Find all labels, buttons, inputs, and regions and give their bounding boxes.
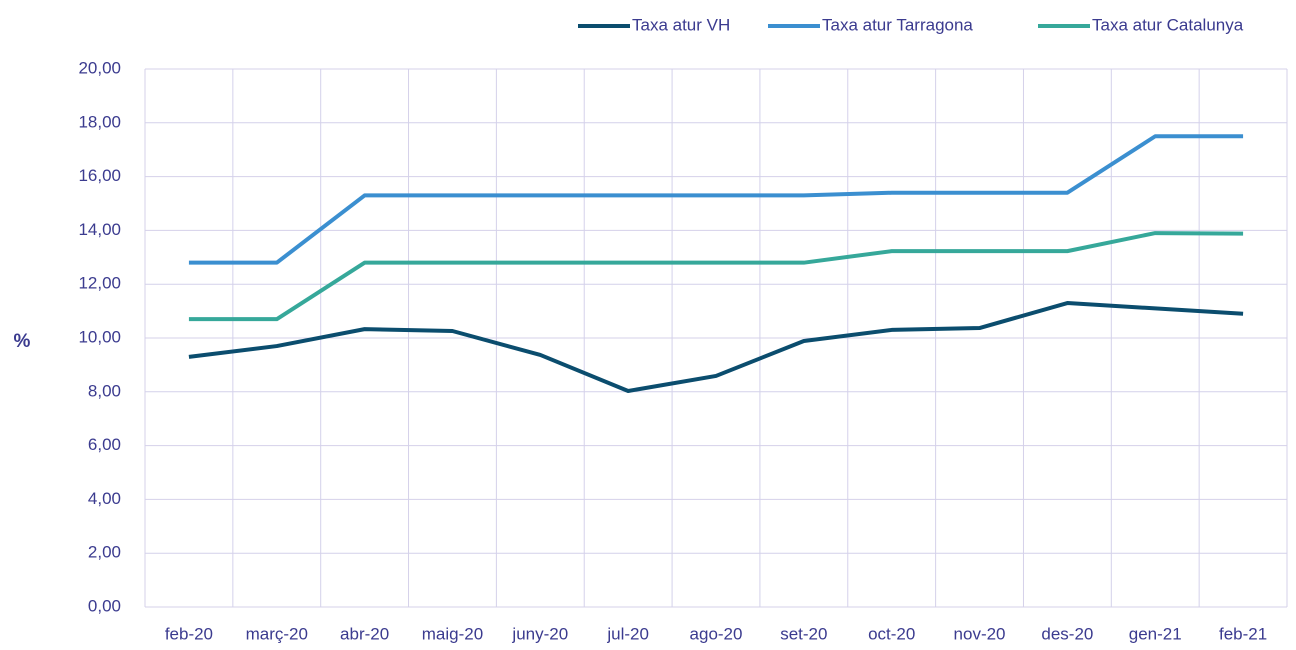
y-tick-label: 10,00 bbox=[78, 327, 121, 346]
y-tick-label: 20,00 bbox=[78, 58, 121, 77]
legend-label: Taxa atur Tarragona bbox=[822, 15, 973, 34]
legend-label: Taxa atur Catalunya bbox=[1092, 15, 1244, 34]
y-tick-label: 18,00 bbox=[78, 112, 121, 131]
x-tick-label: set-20 bbox=[780, 624, 827, 643]
y-tick-label: 2,00 bbox=[88, 543, 121, 562]
y-tick-label: 12,00 bbox=[78, 274, 121, 293]
y-axis-label: % bbox=[14, 331, 31, 352]
x-tick-label: març-20 bbox=[246, 624, 308, 643]
x-tick-label: juny-20 bbox=[511, 624, 568, 643]
x-tick-label: maig-20 bbox=[422, 624, 483, 643]
y-tick-label: 16,00 bbox=[78, 166, 121, 185]
legend-label: Taxa atur VH bbox=[632, 15, 730, 34]
x-tick-label: ago-20 bbox=[690, 624, 743, 643]
x-tick-label: abr-20 bbox=[340, 624, 389, 643]
x-tick-label: gen-21 bbox=[1129, 624, 1182, 643]
y-tick-label: 4,00 bbox=[88, 489, 121, 508]
x-tick-label: des-20 bbox=[1041, 624, 1093, 643]
x-tick-label: nov-20 bbox=[954, 624, 1006, 643]
y-tick-label: 8,00 bbox=[88, 381, 121, 400]
series-line bbox=[188, 301, 1244, 393]
y-tick-label: 0,00 bbox=[88, 596, 121, 615]
y-tick-label: 14,00 bbox=[78, 220, 121, 239]
x-tick-label: feb-20 bbox=[165, 624, 213, 643]
y-tick-label: 6,00 bbox=[88, 435, 121, 454]
series-line bbox=[188, 231, 1244, 322]
x-tick-label: feb-21 bbox=[1219, 624, 1267, 643]
series-line bbox=[188, 134, 1244, 265]
x-tick-label: jul-20 bbox=[606, 624, 649, 643]
x-tick-label: oct-20 bbox=[868, 624, 915, 643]
